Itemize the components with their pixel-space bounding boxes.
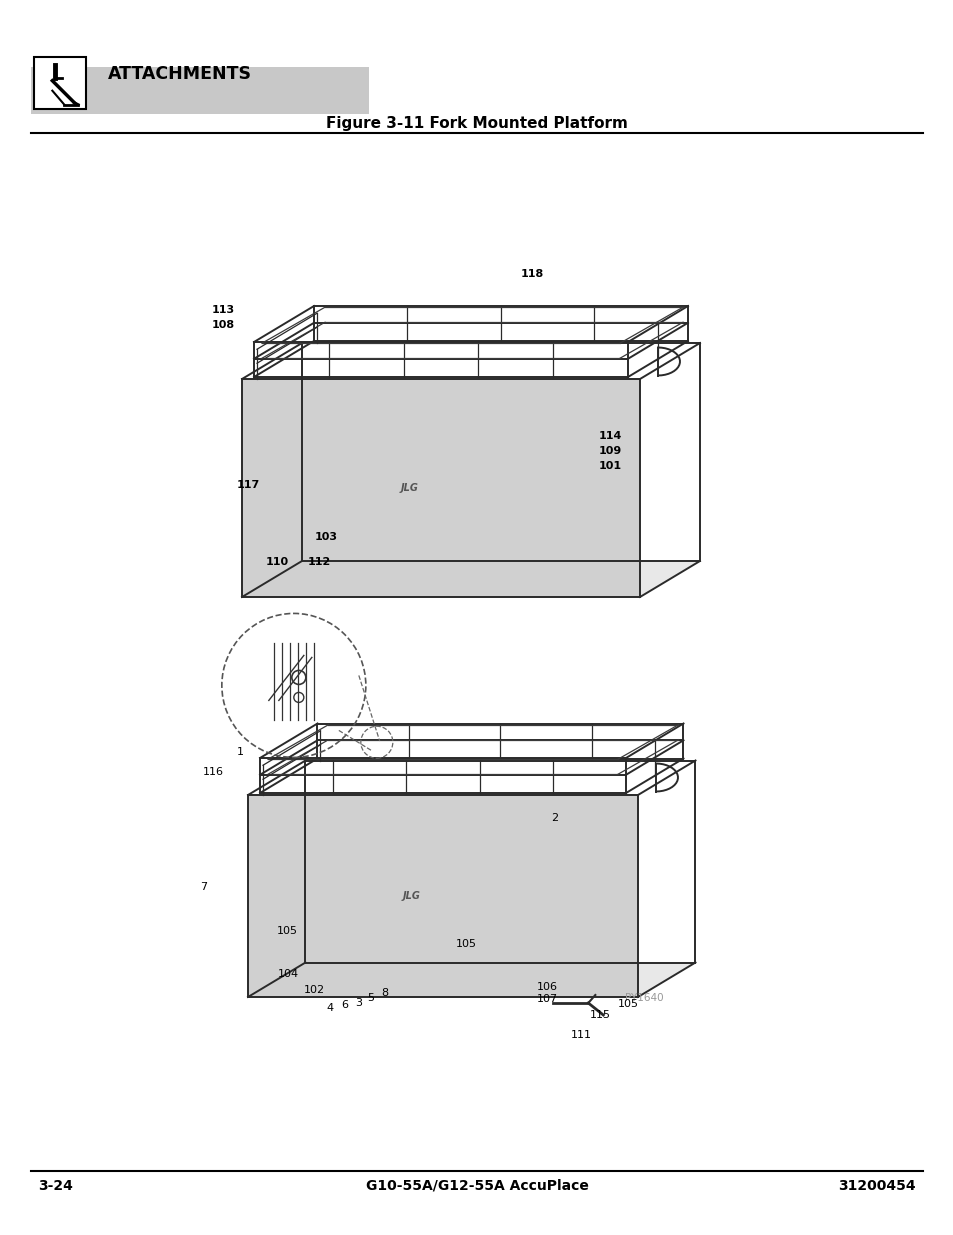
- Polygon shape: [242, 561, 700, 597]
- Text: 105: 105: [618, 999, 639, 1009]
- Text: 105: 105: [456, 939, 476, 948]
- Text: 4: 4: [326, 1003, 333, 1013]
- Text: 115: 115: [589, 1010, 610, 1020]
- Bar: [30, 68, 369, 114]
- Bar: [34, 57, 87, 109]
- Text: 107: 107: [537, 994, 558, 1004]
- Text: 3: 3: [355, 998, 361, 1008]
- Polygon shape: [248, 962, 695, 997]
- Text: 110: 110: [265, 557, 288, 567]
- Text: 108: 108: [212, 320, 234, 330]
- Text: PY1640: PY1640: [624, 993, 662, 1003]
- Text: 31200454: 31200454: [838, 1178, 915, 1193]
- Text: 6: 6: [341, 1000, 348, 1010]
- Text: 112: 112: [307, 557, 330, 567]
- Text: 3-24: 3-24: [38, 1178, 73, 1193]
- Text: 117: 117: [236, 480, 259, 490]
- Text: 105: 105: [276, 926, 297, 936]
- Text: 111: 111: [570, 1030, 591, 1040]
- Text: 113: 113: [212, 305, 234, 315]
- Text: 101: 101: [598, 461, 621, 471]
- Text: G10-55A/G12-55A AccuPlace: G10-55A/G12-55A AccuPlace: [365, 1178, 588, 1193]
- Text: ATTACHMENTS: ATTACHMENTS: [108, 65, 252, 83]
- Text: 109: 109: [598, 446, 621, 456]
- Text: 103: 103: [314, 532, 337, 542]
- Text: 8: 8: [381, 988, 388, 998]
- Text: 102: 102: [303, 986, 324, 995]
- Text: 1: 1: [236, 747, 243, 757]
- Text: Figure 3-11 Fork Mounted Platform: Figure 3-11 Fork Mounted Platform: [326, 116, 627, 131]
- Text: JLG: JLG: [400, 483, 417, 493]
- Text: 7: 7: [200, 882, 207, 892]
- Text: 106: 106: [537, 982, 558, 992]
- Text: 104: 104: [277, 969, 298, 979]
- Text: 114: 114: [598, 431, 622, 441]
- Text: 118: 118: [520, 269, 543, 279]
- Polygon shape: [248, 795, 638, 997]
- Polygon shape: [242, 379, 639, 597]
- Text: 5: 5: [367, 993, 374, 1003]
- Text: 116: 116: [203, 767, 224, 777]
- Text: JLG: JLG: [402, 890, 420, 902]
- Text: 2: 2: [551, 813, 558, 823]
